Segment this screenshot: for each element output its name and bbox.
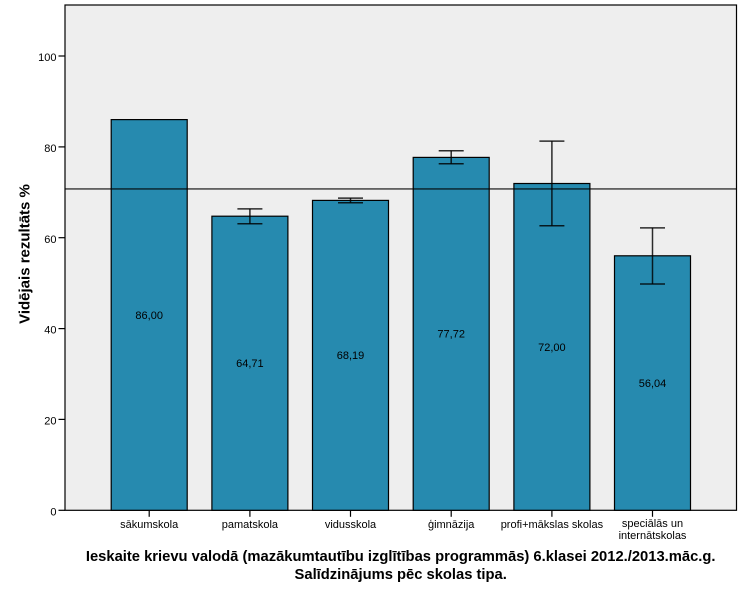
svg-text:ģimnāzija: ģimnāzija	[428, 518, 475, 531]
svg-text:56,04: 56,04	[639, 378, 667, 390]
svg-text:72,00: 72,00	[538, 342, 566, 354]
svg-text:60: 60	[44, 234, 56, 246]
svg-text:20: 20	[44, 416, 56, 428]
svg-text:86,00: 86,00	[135, 310, 163, 322]
svg-text:speciālās un: speciālās un	[622, 518, 683, 530]
svg-text:80: 80	[44, 143, 56, 155]
svg-text:Vidējais rezultāts %: Vidējais rezultāts %	[16, 184, 33, 324]
svg-text:vidusskola: vidusskola	[325, 519, 377, 531]
svg-text:40: 40	[44, 325, 56, 337]
svg-text:pamatskola: pamatskola	[222, 519, 279, 531]
svg-text:profi+mākslas skolas: profi+mākslas skolas	[501, 519, 604, 531]
svg-text:Salīdzinājums pēc skolas tipa.: Salīdzinājums pēc skolas tipa.	[295, 567, 507, 583]
svg-text:0: 0	[50, 506, 56, 518]
svg-text:68,19: 68,19	[337, 350, 365, 362]
svg-text:100: 100	[38, 52, 56, 64]
svg-text:64,71: 64,71	[236, 358, 264, 370]
svg-text:77,72: 77,72	[437, 329, 465, 341]
svg-text:internātskolas: internātskolas	[619, 530, 687, 542]
svg-text:sākumskola: sākumskola	[120, 519, 179, 531]
svg-text:Ieskaite krievu valodā (mazāku: Ieskaite krievu valodā (mazākumtautību i…	[86, 549, 716, 565]
